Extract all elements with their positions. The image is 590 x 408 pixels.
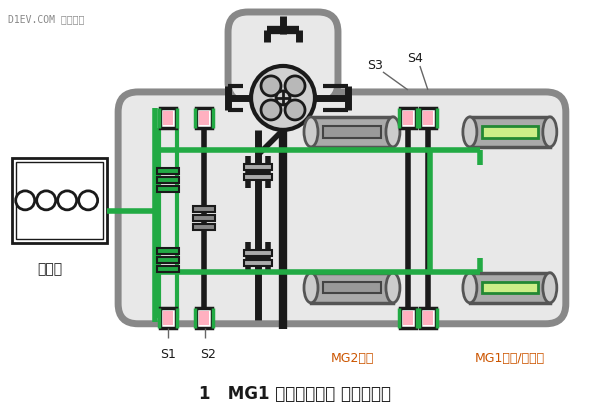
- Circle shape: [261, 76, 281, 96]
- Ellipse shape: [386, 273, 400, 303]
- Bar: [157, 177, 179, 183]
- Circle shape: [37, 191, 55, 210]
- Bar: [157, 186, 179, 192]
- Bar: [400, 308, 416, 328]
- Bar: [199, 111, 209, 125]
- Bar: [244, 260, 272, 266]
- Bar: [160, 308, 176, 328]
- Bar: [157, 168, 179, 174]
- Bar: [323, 126, 381, 137]
- Bar: [423, 111, 433, 125]
- Circle shape: [261, 100, 281, 120]
- Bar: [311, 273, 393, 303]
- Text: S3: S3: [367, 59, 383, 72]
- Bar: [157, 257, 179, 263]
- Text: MG1电机/发电机: MG1电机/发电机: [475, 352, 545, 365]
- Ellipse shape: [386, 117, 400, 147]
- Ellipse shape: [463, 117, 477, 147]
- Bar: [160, 108, 176, 128]
- Bar: [470, 117, 550, 147]
- Circle shape: [251, 66, 315, 130]
- Circle shape: [78, 191, 97, 210]
- FancyBboxPatch shape: [118, 92, 566, 324]
- Bar: [199, 311, 209, 325]
- Bar: [193, 215, 215, 221]
- Ellipse shape: [304, 273, 318, 303]
- Bar: [193, 224, 215, 230]
- Text: 1   MG1 电机／发电机 启动发动机: 1 MG1 电机／发电机 启动发动机: [199, 385, 391, 403]
- Bar: [482, 126, 538, 137]
- Bar: [12, 158, 107, 243]
- Circle shape: [16, 191, 35, 210]
- Bar: [233, 97, 333, 112]
- Text: S4: S4: [407, 52, 423, 65]
- Circle shape: [285, 76, 305, 96]
- Bar: [470, 273, 550, 303]
- Text: S2: S2: [200, 348, 216, 361]
- Bar: [244, 174, 272, 180]
- Ellipse shape: [543, 273, 557, 303]
- Bar: [420, 108, 436, 128]
- Bar: [403, 311, 413, 325]
- Text: S1: S1: [160, 348, 176, 361]
- Bar: [423, 311, 433, 325]
- Bar: [482, 282, 538, 293]
- Ellipse shape: [304, 117, 318, 147]
- Text: MG2电机: MG2电机: [330, 352, 373, 365]
- Bar: [196, 108, 212, 128]
- Bar: [193, 206, 215, 212]
- Ellipse shape: [543, 117, 557, 147]
- Text: 发动机: 发动机: [38, 262, 63, 276]
- Bar: [157, 248, 179, 254]
- Text: D1EV.COM 第一电动: D1EV.COM 第一电动: [8, 14, 84, 24]
- Circle shape: [285, 100, 305, 120]
- Bar: [400, 108, 416, 128]
- Bar: [244, 250, 272, 256]
- Bar: [244, 164, 272, 170]
- Ellipse shape: [463, 273, 477, 303]
- Bar: [16, 162, 103, 239]
- Bar: [157, 266, 179, 272]
- Bar: [323, 282, 381, 293]
- Bar: [420, 308, 436, 328]
- Bar: [163, 111, 173, 125]
- FancyBboxPatch shape: [228, 12, 338, 102]
- Bar: [311, 117, 393, 147]
- Bar: [403, 111, 413, 125]
- Circle shape: [58, 191, 77, 210]
- Circle shape: [276, 91, 290, 105]
- Bar: [163, 311, 173, 325]
- Bar: [196, 308, 212, 328]
